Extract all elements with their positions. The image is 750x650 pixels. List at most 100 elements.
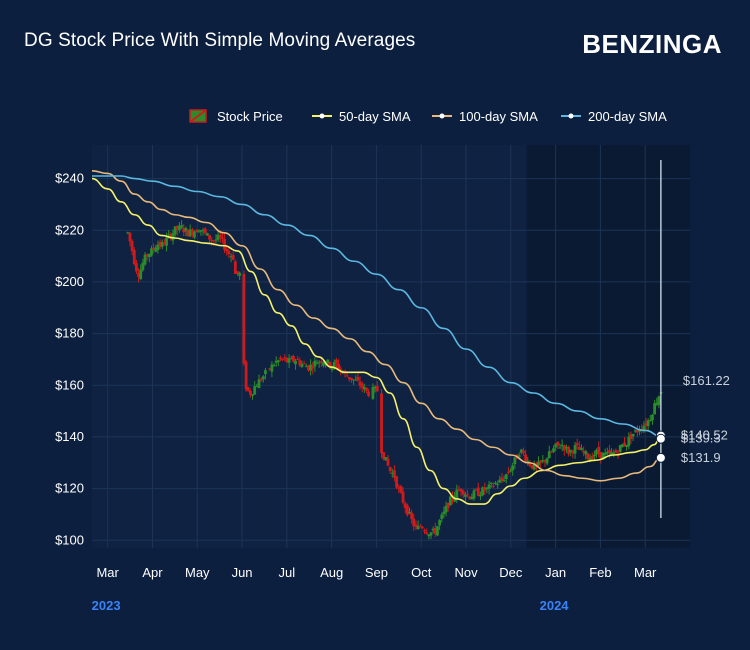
candle-body [457,489,461,491]
candle-body [461,490,465,495]
candle-body [599,452,603,459]
candle-body [612,452,616,455]
recent-period-band [526,145,690,548]
candle-body [403,503,407,508]
candle-body [436,526,439,536]
candle-body [584,451,588,455]
candle-body [405,505,409,515]
candle-body [300,363,304,367]
candle-body [165,237,168,246]
candle-body [352,379,355,381]
legend-item[interactable]: 100-day SMA [432,109,538,124]
candle-body [593,454,596,457]
candle-body [150,248,153,256]
candle-body [307,365,310,371]
candle-body [444,505,448,513]
candle-body [193,231,196,238]
candle-body [130,240,134,251]
candle-body [601,452,605,460]
candle-body [470,496,474,500]
candle-body [569,450,573,452]
candle-body [620,444,624,448]
candle-body [440,514,444,519]
legend-item[interactable]: 50-day SMA [312,109,411,124]
candle-body [547,451,551,459]
candle-body [550,451,553,453]
chart-legend[interactable]: Stock Price 50-day SMA 100-day SMA 200-day … [189,109,667,124]
candle-body [603,452,607,455]
line-marker-icon [432,113,452,119]
candle-body [614,450,618,453]
candle-body [128,232,132,242]
candle-body [507,471,510,473]
candle-body [655,402,659,405]
candle-body [380,393,383,454]
candle-body [337,363,340,370]
line-marker-icon [561,113,581,119]
candle-body [543,460,547,462]
candle-body [545,458,549,464]
candle-body [126,232,130,234]
candle-body [631,433,635,437]
x-tick-label: Dec [499,565,523,580]
candle-body [582,450,586,453]
candle-body [459,488,463,492]
candle-body [227,251,231,255]
candle-body [483,487,487,491]
candle-body [597,447,601,455]
candle-body [429,532,433,536]
candle-body [279,357,282,360]
legend-item[interactable]: Stock Price [189,109,283,124]
candle-body [201,229,205,231]
candle-body [244,361,248,390]
candle-body [257,379,261,389]
candle-body [195,229,199,233]
candle-body [268,368,272,370]
candle-body [472,490,476,499]
candle-body [261,376,265,380]
candle-body [408,511,411,514]
x-tick-label: Nov [454,565,478,580]
candle-body [270,364,274,372]
gridlines [92,145,690,548]
candle-body [586,453,590,459]
candle-body [283,357,287,359]
marker-value-label: $131.9 [681,450,721,465]
candle-body [294,360,297,365]
candle-body [399,486,403,493]
candle-body [442,511,446,515]
candle-body [500,477,504,481]
candle-body [141,262,145,271]
candle-body [390,472,394,474]
candle-body [274,360,278,363]
candle-body [425,532,429,534]
candle-body [214,239,218,241]
candle-body [455,489,459,499]
candle-body [618,445,622,452]
legend-item[interactable]: 200-day SMA [561,109,667,124]
y-tick-label: $200 [55,274,84,289]
candle-body [371,386,375,399]
candle-body [532,463,536,470]
candle-body [139,269,143,280]
candle-body [414,524,418,527]
candle-body [251,394,254,396]
legend-label: 200-day SMA [588,109,667,124]
candle-body [221,237,224,239]
candle-body [354,379,358,381]
candle-body [373,386,377,389]
candle-body [517,455,521,458]
candle-down-swatch [189,109,207,123]
100-day-smaline [91,170,662,482]
y-tick-label: $140 [55,429,84,444]
candle-body [281,358,285,360]
candle-body [623,442,626,446]
candle-body [225,249,229,252]
x-axis: Mar Apr May Jun Jul Aug Sep Oct Nov Dec Jan Feb Mar 2… [92,565,657,613]
candle-body [173,226,177,235]
candle-body [530,465,534,469]
x-tick-label: Mar [96,565,119,580]
candle-body [147,253,151,258]
candle-body [640,428,644,430]
candle-body [345,375,349,377]
